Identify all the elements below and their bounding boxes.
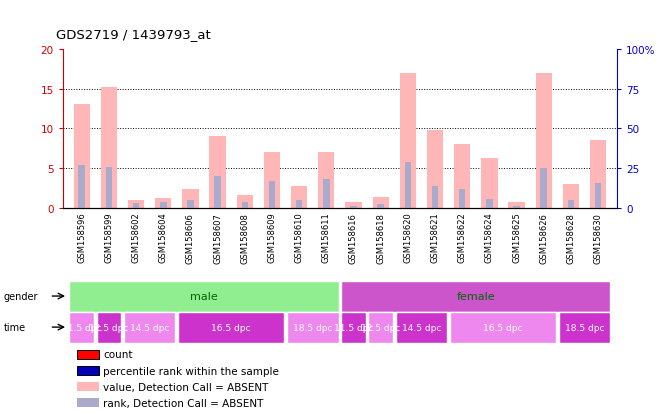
Bar [450,312,556,343]
Bar [242,202,248,209]
Text: 14.5 dpc: 14.5 dpc [402,323,441,332]
Text: GSM158630: GSM158630 [593,212,603,263]
Text: 18.5 dpc: 18.5 dpc [293,323,333,332]
Bar [187,201,193,209]
Bar [77,398,99,407]
Bar [513,206,520,209]
Bar [400,74,416,209]
Text: gender: gender [3,291,38,301]
Bar [568,201,574,209]
Text: GSM158608: GSM158608 [240,212,249,263]
Bar [378,204,384,209]
Bar [182,190,199,209]
Text: 16.5 dpc: 16.5 dpc [211,323,251,332]
Bar [101,88,117,209]
Bar [264,153,280,209]
Text: GSM158626: GSM158626 [539,212,548,263]
Bar [350,206,357,209]
Text: GDS2719 / 1439793_at: GDS2719 / 1439793_at [56,28,211,41]
Bar [459,190,465,209]
Bar [595,183,601,209]
Bar [155,198,172,209]
Bar [558,312,610,343]
Text: 11.5 dpc: 11.5 dpc [334,323,374,332]
Bar [128,201,145,209]
Bar [287,312,339,343]
Bar [124,312,176,343]
Text: GSM158610: GSM158610 [294,212,304,263]
Bar [563,185,579,209]
Bar [341,281,610,312]
Bar [368,312,393,343]
Bar [323,180,329,209]
Bar [535,74,552,209]
Text: GSM158609: GSM158609 [267,212,277,263]
Bar [590,141,607,209]
Bar [160,202,166,209]
Bar [481,159,498,209]
Text: GSM158628: GSM158628 [566,212,576,263]
Text: GSM158618: GSM158618 [376,212,385,263]
Bar [432,186,438,209]
Bar [133,204,139,209]
Bar [427,131,443,209]
Bar [345,203,362,209]
Text: 12.5 dpc: 12.5 dpc [361,323,401,332]
Text: GSM158624: GSM158624 [485,212,494,263]
Text: male: male [190,291,218,301]
Bar [69,281,339,312]
Bar [77,366,99,375]
Text: GSM158611: GSM158611 [322,212,331,263]
Text: GSM158620: GSM158620 [403,212,412,263]
Bar [214,177,221,209]
Text: GSM158604: GSM158604 [159,212,168,263]
Bar [372,197,389,209]
Text: GSM158596: GSM158596 [77,212,86,263]
Text: percentile rank within the sample: percentile rank within the sample [104,366,279,376]
Text: 12.5 dpc: 12.5 dpc [89,323,129,332]
Bar [405,162,411,209]
Text: value, Detection Call = ABSENT: value, Detection Call = ABSENT [104,382,269,392]
Bar [73,105,90,209]
Text: GSM158606: GSM158606 [186,212,195,263]
Bar [508,203,525,209]
Bar [106,167,112,209]
Bar [77,350,99,358]
Text: GSM158625: GSM158625 [512,212,521,263]
Bar [541,169,547,209]
Text: 14.5 dpc: 14.5 dpc [130,323,170,332]
Bar [209,137,226,209]
Text: GSM158607: GSM158607 [213,212,222,263]
Bar [77,382,99,391]
Text: time: time [3,322,26,332]
Bar [79,166,85,209]
Bar [454,145,471,209]
Text: 18.5 dpc: 18.5 dpc [565,323,605,332]
Text: 11.5 dpc: 11.5 dpc [62,323,102,332]
Text: female: female [457,291,495,301]
Text: GSM158622: GSM158622 [457,212,467,263]
Bar [269,182,275,209]
Bar [486,200,492,209]
Text: GSM158621: GSM158621 [430,212,440,263]
Text: 16.5 dpc: 16.5 dpc [483,323,523,332]
Bar [395,312,447,343]
Bar [318,153,335,209]
Text: rank, Detection Call = ABSENT: rank, Detection Call = ABSENT [104,398,264,408]
Bar [341,312,366,343]
Text: GSM158602: GSM158602 [131,212,141,263]
Bar [237,195,253,209]
Bar [296,201,302,209]
Text: GSM158616: GSM158616 [349,212,358,263]
Bar [96,312,121,343]
Text: GSM158599: GSM158599 [104,212,114,263]
Bar [178,312,284,343]
Bar [69,312,94,343]
Text: count: count [104,350,133,360]
Bar [291,186,308,209]
